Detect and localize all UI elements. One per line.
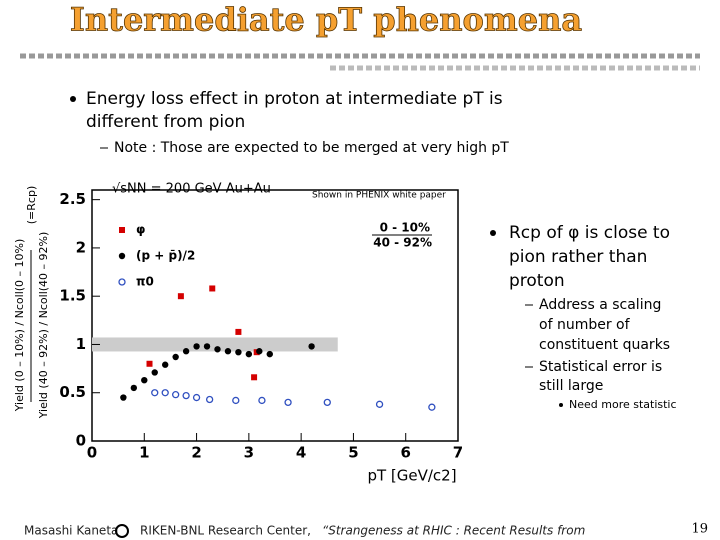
sub-bullet-text: Note : Those are expected to be merged a… <box>114 140 509 156</box>
bullet-text: pion rather than <box>509 247 647 267</box>
bullet <box>70 96 76 102</box>
annotation: √sNN = 200 GeV Au+Au <box>112 182 271 197</box>
data-point <box>323 398 331 407</box>
bullet <box>559 403 563 407</box>
data-point <box>130 384 138 392</box>
y-tick-label: 2 <box>76 238 86 256</box>
data-point <box>193 343 200 350</box>
legend-marker <box>118 278 126 286</box>
y-tick-label: 0 <box>76 432 86 450</box>
bullet-text: Energy loss effect in proton at intermed… <box>86 89 503 109</box>
y-tick-label: 1 <box>76 335 86 353</box>
bullet <box>490 230 496 236</box>
data-point <box>151 389 159 397</box>
source-note: Shown in PHENIX white paper <box>312 191 446 201</box>
x-tick-label: 6 <box>400 444 410 462</box>
legend-title: 40 - 92% <box>373 236 432 250</box>
data-point <box>205 395 214 404</box>
bullet-text: different from pion <box>86 112 245 132</box>
data-point <box>224 348 232 355</box>
x-tick-label: 3 <box>244 444 254 462</box>
sub-bullet-text: of number of <box>539 317 631 333</box>
data-point <box>232 396 240 405</box>
sub-bullet-text: Address a scaling <box>539 297 661 313</box>
data-point <box>172 353 179 361</box>
bullet-text: proton <box>509 271 565 291</box>
data-point <box>161 389 169 397</box>
plot-frame <box>91 189 459 442</box>
data-point <box>172 391 180 399</box>
legend-label: φ <box>136 223 145 237</box>
legend-title: 0 - 10% <box>380 221 430 235</box>
x-tick-label: 5 <box>348 444 358 462</box>
legend-label: π0 <box>136 275 154 289</box>
systematic-band <box>92 337 338 352</box>
page-number: 19 <box>691 522 708 537</box>
data-point <box>284 398 292 407</box>
sub-bullet-text: Need more statistic <box>569 398 677 411</box>
y-axis-label: Yield (40 – 92%) / Ncoll(40 – 92%) <box>37 232 50 420</box>
x-tick-label: 7 <box>453 444 463 462</box>
data-point <box>266 350 273 358</box>
logo <box>115 524 129 538</box>
data-point <box>235 328 242 335</box>
y-axis-label: Yield (0 – 10%) / Ncoll(0 – 10%) <box>13 239 26 413</box>
data-point <box>141 376 148 384</box>
legend-marker <box>119 227 125 233</box>
y-tick-label: 2.5 <box>59 190 86 208</box>
footer-talk: “Strangeness at RHIC : Recent Results fr… <box>322 524 585 538</box>
sub-bullet-text: constituent quarks <box>539 337 670 353</box>
data-point <box>162 361 169 368</box>
data-point <box>120 394 127 401</box>
legend-marker <box>118 252 126 260</box>
slide-title: Intermediate pT phenomena <box>70 1 582 39</box>
data-point <box>182 391 190 400</box>
data-point <box>235 348 242 356</box>
data-point <box>251 374 258 381</box>
data-point <box>177 293 184 300</box>
sub-bullet-text: Statistical error is <box>539 359 662 375</box>
x-tick-label: 1 <box>139 444 149 462</box>
sub-bullet-text: still large <box>539 378 603 394</box>
data-point <box>192 393 201 402</box>
data-point <box>258 396 266 405</box>
x-axis-label: pT [GeV/c2] <box>367 467 456 485</box>
data-point <box>308 343 315 350</box>
data-point <box>214 346 221 353</box>
data-point <box>209 285 216 292</box>
bullet-text: Rcp of φ is close to <box>509 223 670 243</box>
y-tick-label: 1.5 <box>59 287 86 305</box>
data-point <box>203 343 211 350</box>
footer-affiliation: RIKEN-BNL Research Center, <box>140 524 311 538</box>
data-point <box>146 360 153 367</box>
footer-author: Masashi Kaneta <box>24 524 118 538</box>
legend-label: (p + p̄)/2 <box>136 249 195 263</box>
data-point <box>151 369 158 376</box>
data-point <box>256 348 263 355</box>
data-point <box>182 348 190 355</box>
y-axis-note: (=Rcp) <box>25 186 38 224</box>
x-tick-label: 2 <box>191 444 201 462</box>
data-point <box>375 400 384 408</box>
y-tick-label: 0.5 <box>59 383 86 401</box>
x-tick-label: 0 <box>87 444 97 462</box>
x-tick-label: 4 <box>296 444 306 462</box>
data-point <box>245 350 253 358</box>
data-point <box>428 403 436 411</box>
